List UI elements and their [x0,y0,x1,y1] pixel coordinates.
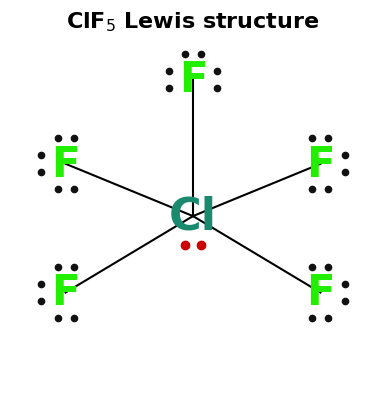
Text: F: F [51,272,80,314]
Text: F: F [306,144,335,185]
Text: F: F [179,59,207,101]
Text: ClF$_5$ Lewis structure: ClF$_5$ Lewis structure [66,10,320,34]
Text: F: F [51,144,80,185]
Text: F: F [306,272,335,314]
Text: Cl: Cl [169,195,217,238]
